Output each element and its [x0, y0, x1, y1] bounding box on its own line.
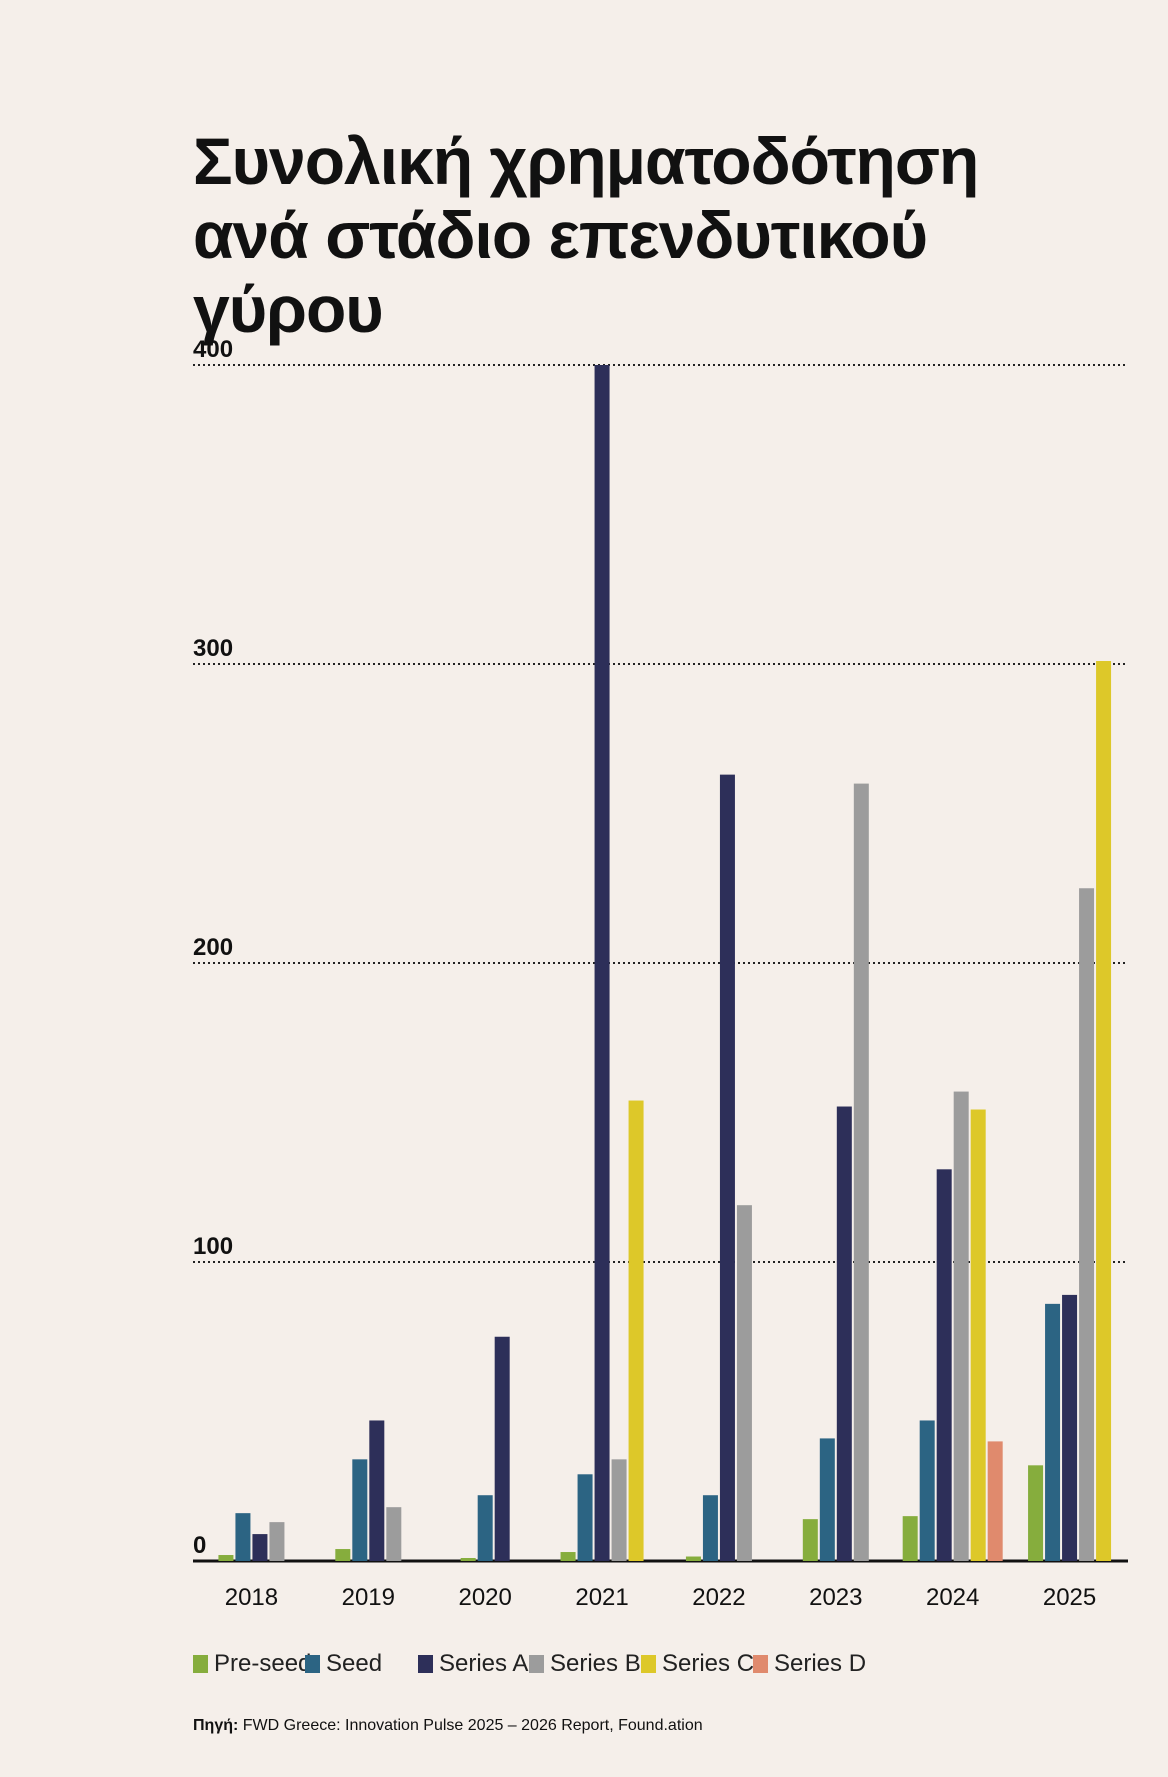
bar-2021-series-b — [611, 1459, 627, 1561]
legend-label-series-a: Series A — [439, 1650, 529, 1677]
bar-chart: 0 100 200 300 400 2018 2019 2020 2021 2022 2023 202… — [193, 336, 1128, 1611]
x-tick-label-2020: 2020 — [458, 1584, 511, 1611]
bar-2021-series-a — [594, 365, 610, 1561]
y-tick-label-400: 400 — [193, 336, 233, 363]
legend-item-pre-seed: Pre-seed — [193, 1650, 311, 1678]
legend-label-series-b: Series B — [550, 1650, 641, 1677]
legend-item-series-d: Series D — [753, 1650, 866, 1678]
legend-item-series-b: Series B — [529, 1650, 641, 1678]
bar-2024-seed — [919, 1420, 935, 1561]
x-tick-label-2019: 2019 — [342, 1584, 395, 1611]
bar-2023-series-b — [853, 783, 869, 1561]
y-tick-label-300: 300 — [193, 635, 233, 662]
bar-2025-series-b — [1079, 888, 1095, 1561]
legend-swatch-series-a — [418, 1655, 433, 1673]
x-tick-label-2022: 2022 — [692, 1584, 745, 1611]
bar-2022-pre-seed — [685, 1556, 701, 1561]
bar-2019-series-a — [369, 1420, 385, 1561]
bar-2020-pre-seed — [460, 1558, 476, 1561]
legend-label-seed: Seed — [326, 1650, 383, 1677]
bar-2020-series-a — [494, 1336, 510, 1561]
bar-2024-series-d — [987, 1441, 1003, 1561]
source-note: Πηγή: FWD Greece: Innovation Pulse 2025 … — [193, 1717, 703, 1735]
bar-2021-series-c — [628, 1100, 644, 1561]
source-text: FWD Greece: Innovation Pulse 2025 – 2026… — [242, 1717, 703, 1734]
y-tick-label-0: 0 — [193, 1532, 206, 1559]
bar-2022-series-b — [736, 1205, 752, 1561]
legend-label-pre-seed: Pre-seed — [214, 1650, 312, 1677]
bar-2018-seed — [235, 1513, 251, 1561]
bar-2024-pre-seed — [902, 1516, 918, 1561]
bar-2022-series-a — [719, 774, 735, 1561]
bar-2025-series-c — [1096, 661, 1112, 1561]
x-tick-label-2023: 2023 — [809, 1584, 862, 1611]
bar-2023-series-a — [836, 1106, 852, 1561]
legend-item-series-c: Series C — [641, 1650, 754, 1678]
bar-2023-pre-seed — [802, 1519, 818, 1561]
legend-swatch-series-d — [753, 1655, 768, 1673]
bar-2024-series-c — [970, 1109, 986, 1561]
bar-2021-pre-seed — [560, 1552, 576, 1561]
legend-label-series-d: Series D — [774, 1650, 867, 1677]
bar-2019-pre-seed — [335, 1549, 351, 1561]
legend-label-series-c: Series C — [662, 1650, 755, 1677]
legend-swatch-seed — [305, 1655, 320, 1673]
bar-2023-seed — [819, 1438, 835, 1561]
legend-swatch-series-c — [641, 1655, 656, 1673]
bar-2025-pre-seed — [1028, 1465, 1044, 1561]
legend-item-series-a: Series A — [418, 1650, 528, 1678]
bar-2019-series-b — [386, 1507, 402, 1561]
x-tick-label-2021: 2021 — [575, 1584, 628, 1611]
bar-2025-seed — [1045, 1303, 1061, 1561]
bar-2021-seed — [577, 1474, 593, 1561]
chart-title-line-1: Συνολική χρηματοδότηση — [193, 124, 979, 198]
bar-2019-seed — [352, 1459, 368, 1561]
bar-2018-series-b — [269, 1522, 285, 1561]
x-tick-label-2018: 2018 — [225, 1584, 278, 1611]
legend-item-seed: Seed — [305, 1650, 382, 1678]
legend-swatch-pre-seed — [193, 1655, 208, 1673]
chart-legend: Pre-seed Seed Series A Series B Series C… — [193, 1650, 953, 1680]
legend-swatch-series-b — [529, 1655, 544, 1673]
bar-2024-series-b — [953, 1091, 969, 1561]
bar-2022-seed — [702, 1495, 718, 1561]
bar-2025-series-a — [1062, 1294, 1078, 1561]
bar-2018-pre-seed — [218, 1555, 234, 1561]
bar-2024-series-a — [936, 1169, 952, 1561]
y-tick-label-100: 100 — [193, 1233, 233, 1260]
x-tick-label-2024: 2024 — [926, 1584, 979, 1611]
x-tick-label-2025: 2025 — [1043, 1584, 1096, 1611]
bar-2018-series-a — [252, 1534, 268, 1561]
y-tick-label-200: 200 — [193, 934, 233, 961]
bar-2020-seed — [477, 1495, 493, 1561]
source-label: Πηγή: — [193, 1717, 239, 1734]
chart-title-line-2: ανά στάδιο επενδυτικού γύρου — [193, 198, 928, 346]
chart-title: Συνολική χρηματοδότηση ανά στάδιο επενδυ… — [193, 124, 1113, 346]
